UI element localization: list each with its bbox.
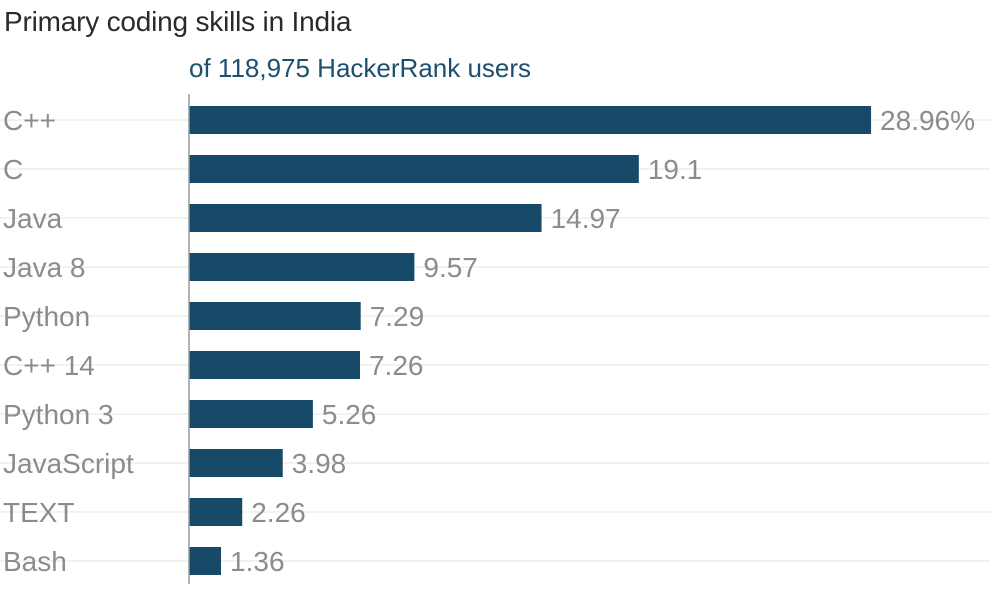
- category-label: Bash: [3, 546, 67, 577]
- bar: [189, 351, 360, 379]
- value-label: 14.97: [551, 203, 621, 234]
- category-label: TEXT: [3, 497, 75, 528]
- bar: [189, 547, 222, 575]
- value-label: 3.98: [292, 448, 347, 479]
- category-label: C++: [3, 105, 56, 136]
- bar: [189, 498, 243, 526]
- chart-subtitle: of 118,975 HackerRank users: [189, 53, 532, 83]
- value-label: 7.26: [369, 350, 424, 381]
- bar: [189, 400, 313, 428]
- value-label: 5.26: [322, 399, 377, 430]
- chart-title: Primary coding skills in India: [4, 6, 352, 37]
- bar: [189, 106, 872, 134]
- value-label: 2.26: [251, 497, 306, 528]
- bar: [189, 155, 639, 183]
- category-label: Java 8: [3, 252, 86, 283]
- bar: [189, 302, 361, 330]
- value-label: 7.29: [370, 301, 425, 332]
- value-label: 1.36: [230, 546, 284, 577]
- value-label: 19.1: [648, 154, 703, 185]
- category-label: Python 3: [3, 399, 114, 430]
- category-label: C++ 14: [3, 350, 95, 381]
- bar: [189, 449, 283, 477]
- category-label: C: [3, 154, 23, 185]
- value-label: 9.57: [423, 252, 478, 283]
- category-label: Java: [3, 203, 63, 234]
- category-label: JavaScript: [3, 448, 134, 479]
- bar: [189, 204, 542, 232]
- bar: [189, 253, 415, 281]
- value-label: 28.96%: [880, 105, 975, 136]
- category-label: Python: [3, 301, 90, 332]
